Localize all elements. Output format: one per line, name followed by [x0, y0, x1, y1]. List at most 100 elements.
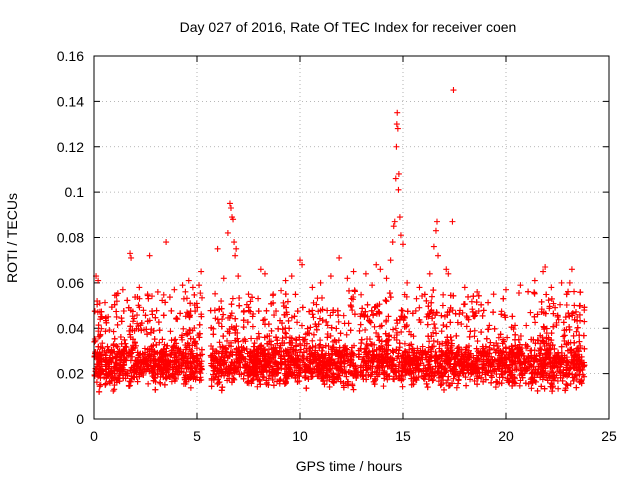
- data-point: [286, 339, 293, 346]
- data-point: [240, 307, 247, 314]
- data-point: [402, 361, 409, 368]
- data-point: [425, 303, 432, 310]
- data-point: [140, 372, 147, 379]
- data-point: [208, 383, 215, 390]
- data-point: [284, 298, 291, 305]
- data-point: [390, 223, 397, 230]
- data-point: [521, 355, 528, 362]
- data-point: [509, 313, 516, 320]
- data-point: [193, 368, 200, 375]
- data-point: [226, 330, 233, 337]
- data-point: [315, 369, 322, 376]
- data-point: [283, 309, 290, 316]
- data-point: [412, 376, 419, 383]
- data-point: [136, 284, 143, 291]
- data-point: [426, 270, 433, 277]
- data-point: [210, 371, 217, 378]
- data-point: [107, 371, 114, 378]
- data-point: [199, 294, 206, 301]
- data-point: [563, 291, 570, 298]
- data-point: [116, 348, 123, 355]
- data-point: [282, 291, 289, 298]
- data-point: [300, 354, 307, 361]
- data-point: [198, 346, 205, 353]
- data-point: [103, 319, 110, 326]
- data-point: [160, 291, 167, 298]
- data-point: [93, 379, 100, 386]
- data-point: [230, 216, 237, 223]
- data-point: [528, 347, 535, 354]
- data-point: [118, 315, 125, 322]
- data-point: [164, 363, 171, 370]
- data-point: [438, 381, 445, 388]
- data-point: [258, 343, 265, 350]
- data-point: [313, 301, 320, 308]
- data-point: [154, 288, 161, 295]
- data-point: [159, 371, 166, 378]
- data-point: [380, 370, 387, 377]
- data-point: [344, 275, 351, 282]
- data-point: [319, 374, 326, 381]
- data-point: [324, 334, 331, 341]
- data-point: [398, 307, 405, 314]
- data-point: [548, 373, 555, 380]
- data-point: [230, 375, 237, 382]
- data-point: [182, 288, 189, 295]
- data-point: [302, 374, 309, 381]
- data-point: [576, 338, 583, 345]
- data-point: [255, 330, 262, 337]
- data-point: [309, 352, 316, 359]
- data-point: [474, 288, 481, 295]
- data-point: [562, 314, 569, 321]
- data-point: [340, 384, 347, 391]
- data-point: [130, 318, 137, 325]
- data-point: [150, 377, 157, 384]
- data-point: [216, 339, 223, 346]
- data-points: [91, 87, 588, 395]
- data-point: [479, 312, 486, 319]
- data-point: [543, 291, 550, 298]
- data-point: [511, 374, 518, 381]
- data-point: [170, 344, 177, 351]
- data-point: [119, 286, 126, 293]
- data-point: [113, 298, 120, 305]
- data-point: [238, 353, 245, 360]
- data-point: [306, 365, 313, 372]
- data-point: [163, 239, 170, 246]
- grid-lines: [94, 56, 609, 419]
- data-point: [160, 312, 167, 319]
- data-point: [221, 372, 228, 379]
- data-point: [447, 319, 454, 326]
- data-point: [409, 345, 416, 352]
- data-point: [454, 352, 461, 359]
- data-point: [568, 266, 575, 273]
- data-point: [459, 363, 466, 370]
- data-point: [395, 368, 402, 375]
- data-point: [193, 345, 200, 352]
- data-point: [442, 350, 449, 357]
- data-point: [127, 250, 134, 257]
- data-point: [313, 326, 320, 333]
- data-point: [485, 359, 492, 366]
- data-point: [233, 245, 240, 252]
- data-point: [531, 358, 538, 365]
- data-point: [515, 289, 522, 296]
- data-point: [551, 359, 558, 366]
- data-point: [389, 347, 396, 354]
- data-point: [491, 346, 498, 353]
- data-point: [530, 363, 537, 370]
- data-point: [539, 337, 546, 344]
- data-point: [504, 375, 511, 382]
- data-point: [528, 355, 535, 362]
- data-point: [429, 315, 436, 322]
- data-point: [361, 313, 368, 320]
- data-point: [277, 317, 284, 324]
- data-point: [403, 322, 410, 329]
- data-point: [187, 384, 194, 391]
- data-point: [263, 377, 270, 384]
- data-point: [331, 360, 338, 367]
- data-point: [208, 324, 215, 331]
- data-point: [400, 241, 406, 248]
- data-point: [95, 322, 102, 329]
- data-point: [110, 342, 117, 349]
